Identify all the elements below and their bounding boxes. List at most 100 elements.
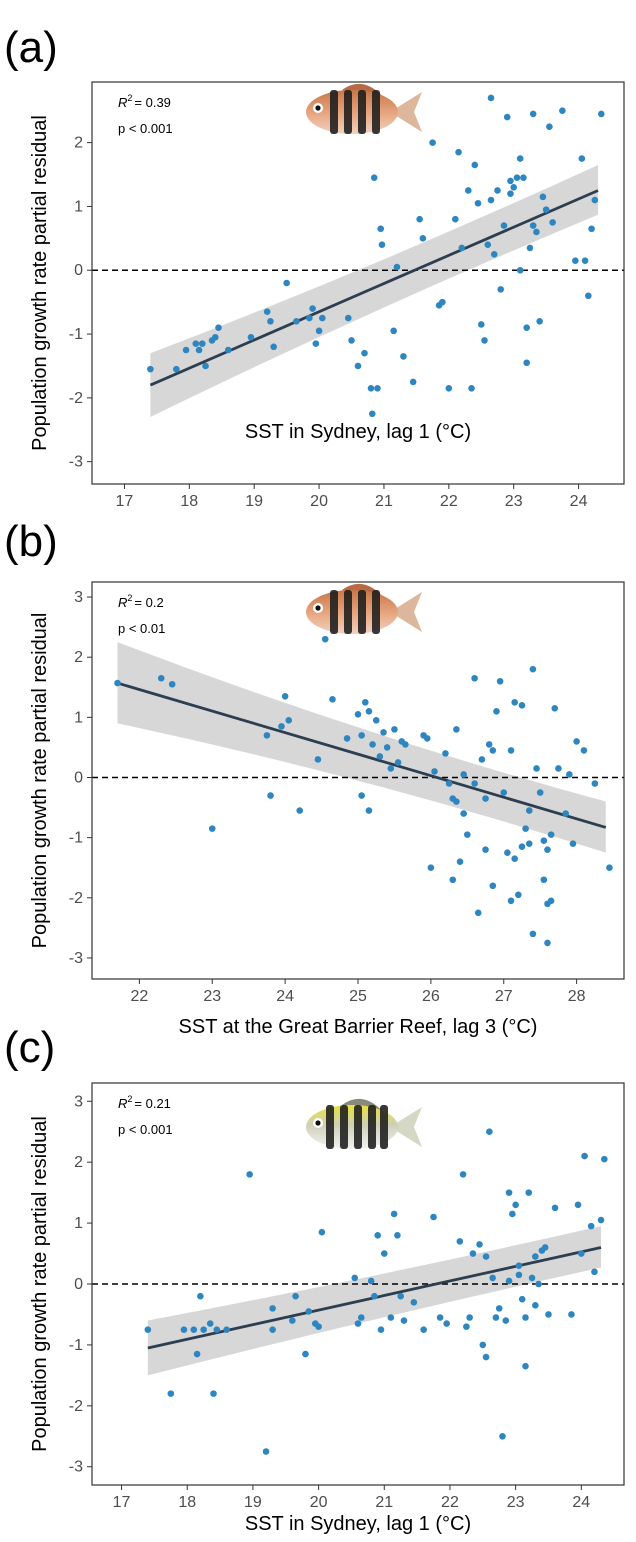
data-point: [247, 333, 255, 341]
r-squared-value: = 0.39: [134, 95, 171, 110]
data-point: [492, 1314, 500, 1321]
data-point: [315, 1323, 322, 1330]
r-squared-symbol: R: [118, 95, 127, 110]
y-tick-label: 0: [74, 1276, 83, 1293]
data-point: [541, 1244, 549, 1251]
data-point: [500, 789, 508, 796]
y-tick-label: -1: [69, 830, 83, 847]
y-tick-label: 0: [74, 262, 83, 279]
data-point: [202, 362, 209, 370]
data-point: [321, 635, 329, 643]
fish-tail: [390, 92, 422, 132]
data-point: [460, 771, 467, 778]
data-point: [459, 1171, 467, 1178]
y-tick-label: 1: [74, 709, 83, 726]
data-point: [394, 759, 402, 766]
data-point: [343, 735, 351, 742]
data-point: [479, 1341, 487, 1349]
data-point: [314, 756, 322, 763]
data-point: [516, 155, 524, 162]
x-tick-label: 19: [245, 493, 263, 510]
data-point: [529, 665, 537, 673]
data-point: [551, 705, 559, 712]
data-point: [267, 317, 274, 325]
data-point: [449, 876, 457, 884]
data-point: [157, 674, 165, 682]
data-point: [210, 1390, 217, 1397]
data-point: [502, 1317, 510, 1324]
r-squared-label: R2 = 0.39: [118, 93, 171, 110]
data-point: [493, 708, 500, 715]
data-point: [471, 161, 479, 169]
data-point: [507, 747, 515, 754]
data-point: [267, 792, 274, 799]
data-point: [369, 741, 376, 748]
y-tick-label: 2: [74, 1154, 83, 1171]
fish-pupil: [315, 1120, 321, 1126]
data-point: [200, 1326, 207, 1333]
data-point: [213, 1326, 221, 1333]
data-point: [383, 744, 391, 751]
data-point: [427, 864, 435, 872]
y-tick-label: -2: [69, 1398, 83, 1415]
fish-stripe: [344, 590, 352, 634]
data-point: [409, 378, 417, 386]
data-point: [516, 266, 524, 274]
data-point: [354, 1320, 362, 1327]
data-point: [591, 1268, 598, 1276]
fish-stripe: [372, 90, 380, 134]
data-point: [278, 723, 285, 730]
data-point: [456, 858, 464, 866]
data-point: [460, 810, 467, 817]
data-point: [496, 677, 504, 685]
panel-label: (c): [4, 1023, 55, 1072]
x-tick-label: 22: [130, 988, 148, 1005]
data-point: [393, 263, 401, 271]
data-point: [387, 765, 395, 772]
data-point: [365, 807, 373, 814]
x-tick-label: 27: [495, 988, 513, 1005]
data-point: [289, 1317, 296, 1324]
data-point: [551, 1204, 559, 1212]
data-point: [500, 222, 508, 229]
data-point: [198, 340, 206, 347]
y-tick-label: -1: [69, 326, 83, 343]
data-point: [436, 1314, 444, 1321]
data-point: [246, 1171, 253, 1178]
x-tick-label: 20: [310, 493, 328, 510]
x-tick-label: 21: [375, 493, 393, 510]
data-point: [302, 1350, 309, 1358]
fish-tail: [390, 592, 422, 632]
x-tick-label: 23: [203, 988, 221, 1005]
data-point: [507, 190, 514, 197]
y-tick-label: -3: [69, 950, 83, 967]
data-point: [269, 1305, 276, 1312]
y-axis-title: Population growth rate partial residual: [29, 115, 51, 451]
data-point: [542, 206, 550, 213]
x-tick-label: 25: [349, 988, 367, 1005]
data-point: [263, 732, 271, 739]
x-tick-label: 18: [180, 493, 198, 510]
data-point: [190, 1326, 198, 1333]
data-point: [464, 187, 472, 194]
data-point: [546, 123, 553, 130]
y-tick-label: -3: [69, 454, 83, 471]
panel-label: (a): [4, 23, 58, 72]
data-point: [477, 321, 485, 328]
data-point: [168, 680, 176, 688]
fish-stripe: [330, 590, 338, 634]
data-point: [512, 1201, 519, 1209]
fish-stripe: [326, 1105, 334, 1149]
x-tick-label: 19: [244, 1494, 262, 1511]
data-point: [410, 1298, 418, 1306]
data-point: [167, 1390, 175, 1397]
data-point: [499, 1432, 506, 1440]
r-squared-label: R2 = 0.2: [118, 593, 164, 610]
data-point: [206, 1320, 214, 1327]
data-point: [478, 756, 486, 763]
data-point: [540, 876, 548, 884]
data-point: [562, 810, 569, 817]
